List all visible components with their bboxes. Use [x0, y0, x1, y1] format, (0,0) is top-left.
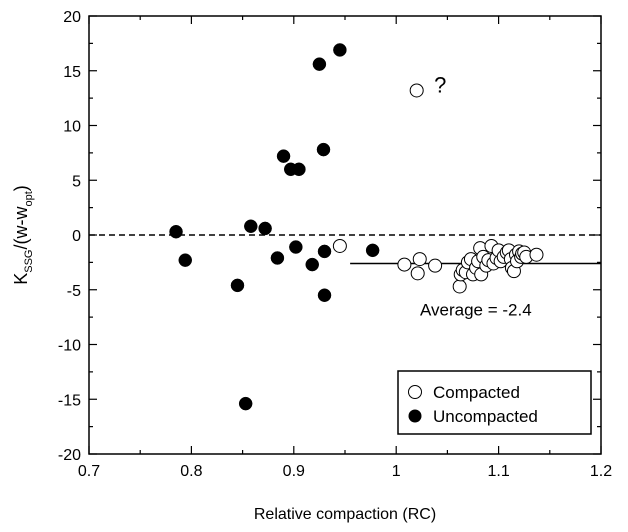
uncompacted-point — [317, 244, 332, 259]
y-tick-label: -15 — [58, 392, 81, 409]
uncompacted-point — [333, 43, 347, 57]
average-label: Average = -2.4 — [420, 300, 532, 319]
axis-ticks — [88, 15, 602, 455]
y-axis-title: KSSG/(w-wopt) — [11, 185, 35, 285]
legend-uncompacted-marker — [408, 409, 422, 423]
legend-compacted-marker — [408, 385, 422, 399]
x-tick-label: 0.7 — [78, 463, 100, 480]
uncompacted-point — [169, 224, 183, 239]
uncompacted-point — [244, 219, 258, 233]
legend-box — [397, 370, 592, 435]
y-tick-label: 5 — [72, 173, 81, 190]
uncompacted-point — [316, 142, 331, 157]
compacted-point — [452, 279, 467, 294]
uncompacted-point — [230, 278, 245, 293]
x-tick-label: 1 — [392, 463, 401, 480]
legend: Compacted Uncompacted — [397, 370, 592, 435]
uncompacted-point — [270, 251, 285, 265]
x-axis-title: Relative compaction (RC) — [254, 506, 436, 523]
axis-tick-labels: 0.7 0.8 0.9 1 1.1 1.2 -20 -15 -10 -5 0 5 10 15 20 — [58, 9, 612, 480]
uncompacted-point — [178, 253, 193, 267]
compacted-point — [410, 266, 425, 281]
uncompacted-point — [258, 221, 272, 236]
uncompacted-point — [317, 288, 332, 302]
compacted-point — [332, 238, 347, 253]
x-tick-label: 0.9 — [283, 463, 305, 480]
compacted-point — [529, 247, 544, 262]
y-tick-label: 20 — [63, 9, 81, 26]
compacted-point — [397, 257, 412, 272]
y-tick-label: 15 — [63, 64, 81, 81]
data-points — [169, 43, 544, 411]
compacted-point — [409, 83, 424, 98]
y-tick-label: -10 — [58, 338, 81, 355]
uncompacted-point — [305, 257, 319, 272]
legend-uncompacted-label: Uncompacted — [433, 407, 538, 426]
uncompacted-point — [365, 243, 380, 258]
svg-text:KSSG/(w-wopt): KSSG/(w-wopt) — [11, 185, 35, 285]
y-tick-label: -20 — [58, 447, 81, 464]
x-tick-label: 1.1 — [487, 463, 509, 480]
x-tick-label: 1.2 — [590, 463, 612, 480]
question-annotation: ? — [434, 72, 446, 97]
compacted-point — [412, 252, 427, 267]
compacted-point — [428, 258, 443, 273]
y-tick-label: 0 — [72, 228, 81, 245]
uncompacted-point — [312, 57, 327, 71]
uncompacted-point — [276, 149, 291, 163]
y-tick-label: -5 — [67, 283, 81, 300]
legend-compacted-label: Compacted — [433, 383, 520, 402]
uncompacted-point — [289, 240, 303, 254]
uncompacted-point — [238, 396, 253, 411]
x-tick-label: 0.8 — [180, 463, 202, 480]
uncompacted-point — [292, 162, 306, 177]
y-tick-label: 10 — [63, 119, 81, 136]
